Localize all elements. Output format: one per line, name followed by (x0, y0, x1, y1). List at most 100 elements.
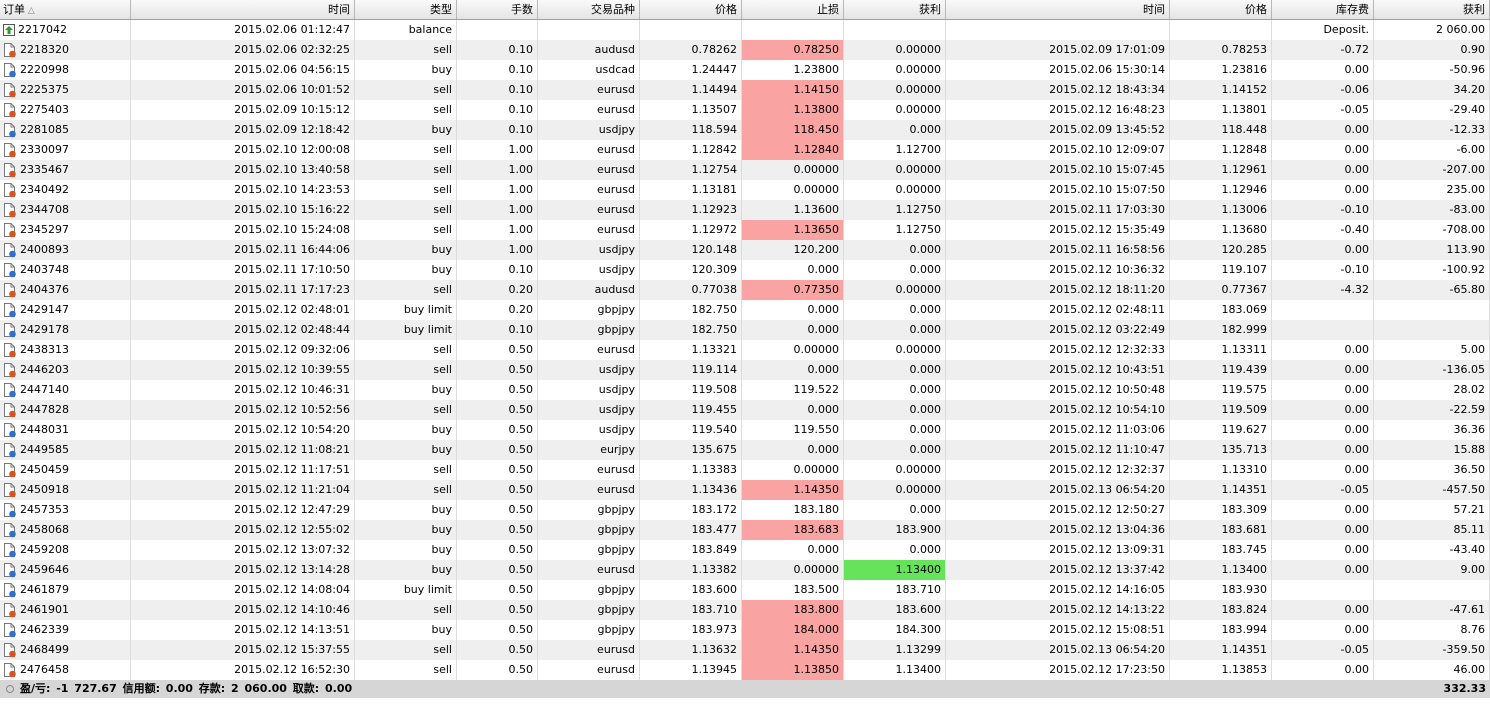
table-row: 2459208 2015.02.12 13:07:32 buy 0.50 gbpjpy 1… (0, 540, 1490, 560)
cell-text: 2015.02.12 15:37:55 (234, 643, 350, 656)
cell-text: 1.00 (508, 243, 534, 256)
table-cell: 1.23800 (742, 60, 844, 80)
table-cell: 36.36 (1374, 420, 1490, 440)
cell-text: 2015.02.12 14:13:51 (234, 623, 350, 636)
order-icon (4, 162, 16, 177)
table-cell: 0.000 (844, 400, 946, 420)
table-cell: 2429147 (0, 300, 131, 320)
cell-text: 119.540 (691, 423, 738, 436)
cell-text: 0.00 (1344, 563, 1370, 576)
cell-text: 2340492 (20, 183, 69, 196)
cell-text: 2450459 (20, 463, 69, 476)
column-title: 获利 (919, 3, 941, 16)
cell-text: 2015.02.09 10:15:12 (234, 103, 350, 116)
table-cell: 1.14494 (640, 80, 742, 100)
cell-text: 1.14350 (793, 643, 840, 656)
column-header: 止损 (742, 0, 844, 19)
cell-text: 0.10 (508, 263, 534, 276)
cell-text: 85.11 (1453, 523, 1486, 536)
cell-text: 1.13800 (793, 103, 840, 116)
table-cell: 0.50 (457, 360, 538, 380)
cell-text: 0.000 (909, 243, 942, 256)
table-cell: 183.500 (742, 580, 844, 600)
cell-text: 2468499 (20, 643, 69, 656)
table-cell: buy (355, 60, 457, 80)
cell-text: 2450918 (20, 483, 69, 496)
cell-text: buy limit (403, 323, 452, 336)
table-cell: 183.180 (742, 500, 844, 520)
cell-text: 0.000 (909, 323, 942, 336)
cell-text: 1.12848 (1221, 143, 1268, 156)
table-row: 2457353 2015.02.12 12:47:29 buy 0.50 gbpjpy 1… (0, 500, 1490, 520)
table-cell: 0.000 (844, 380, 946, 400)
table-cell: 2476458 (0, 660, 131, 680)
table-row: 2218320 2015.02.06 02:32:25 sell 0.10 audusd… (0, 40, 1490, 60)
cell-text: 183.973 (691, 623, 738, 636)
cell-text: 1.12750 (895, 203, 942, 216)
table-cell: 1.14152 (1170, 80, 1272, 100)
table-cell: 1.13006 (1170, 200, 1272, 220)
cell-text: 119.522 (793, 383, 840, 396)
table-cell: 2015.02.12 09:32:06 (131, 340, 355, 360)
order-icon (4, 642, 16, 657)
table-cell: buy (355, 260, 457, 280)
table-cell: 183.069 (1170, 300, 1272, 320)
table-cell: 2015.02.09 17:01:09 (946, 40, 1170, 60)
column-header: 类型 (355, 0, 457, 19)
cell-text: 0.000 (909, 423, 942, 436)
table-cell: 1.12848 (1170, 140, 1272, 160)
table-cell: -29.40 (1374, 100, 1490, 120)
cell-text: 182.999 (1221, 323, 1268, 336)
table-cell: 0.00 (1272, 420, 1374, 440)
table-cell: 1.12754 (640, 160, 742, 180)
cell-text: 2015.02.06 04:56:15 (234, 63, 350, 76)
table-cell: -457.50 (1374, 480, 1490, 500)
table-cell: 2217042 (0, 20, 131, 40)
cell-text: sell (433, 483, 452, 496)
cell-text: sell (433, 203, 452, 216)
table-cell: 0.00 (1272, 620, 1374, 640)
table-cell: 0.00000 (844, 280, 946, 300)
cell-text: 0.00 (1344, 243, 1370, 256)
cell-text: 1.13006 (1221, 203, 1268, 216)
cell-text: 2476458 (20, 663, 69, 676)
table-cell: 1.12700 (844, 140, 946, 160)
table-cell: 0.00 (1272, 380, 1374, 400)
table-cell: sell (355, 140, 457, 160)
column-title: 库存费 (1336, 3, 1369, 16)
table-cell: eurusd (538, 340, 640, 360)
cell-text: 2015.02.12 10:39:55 (234, 363, 350, 376)
cell-text: 0.000 (909, 443, 942, 456)
table-cell: 2461879 (0, 580, 131, 600)
table-cell: 2015.02.09 10:15:12 (131, 100, 355, 120)
table-row: 2217042 2015.02.06 01:12:47 balance Deposit… (0, 20, 1490, 40)
table-cell: 2015.02.12 11:08:21 (131, 440, 355, 460)
table-cell: 0.50 (457, 600, 538, 620)
table-cell: 0.10 (457, 260, 538, 280)
table-cell: 1.00 (457, 200, 538, 220)
cell-text: 1.12972 (691, 223, 738, 236)
table-cell: 0.00 (1272, 560, 1374, 580)
table-row: 2345297 2015.02.10 15:24:08 sell 1.00 eurusd… (0, 220, 1490, 240)
cell-text: 0.78262 (691, 43, 738, 56)
table-cell: 0.00000 (844, 460, 946, 480)
table-cell: 8.76 (1374, 620, 1490, 640)
table-cell: 2015.02.11 16:44:06 (131, 240, 355, 260)
table-cell: 2015.02.12 11:03:06 (946, 420, 1170, 440)
table-row: 2449585 2015.02.12 11:08:21 buy 0.50 eurjpy 1… (0, 440, 1490, 460)
table-cell: sell (355, 280, 457, 300)
table-cell: 0.000 (742, 540, 844, 560)
table-cell: 1.14150 (742, 80, 844, 100)
cell-text: 0.000 (807, 263, 840, 276)
table-cell: 119.508 (640, 380, 742, 400)
table-cell: 183.683 (742, 520, 844, 540)
table-cell: 2015.02.10 15:16:22 (131, 200, 355, 220)
cell-text: 135.675 (691, 443, 738, 456)
cell-text: 0.50 (508, 383, 534, 396)
cell-text: 2015.02.12 13:04:36 (1049, 523, 1165, 536)
cell-text: 0.00000 (895, 103, 942, 116)
cell-text: 1.13945 (691, 663, 738, 676)
table-cell: 2450459 (0, 460, 131, 480)
cell-text: 0.10 (508, 83, 534, 96)
table-cell: eurusd (538, 640, 640, 660)
